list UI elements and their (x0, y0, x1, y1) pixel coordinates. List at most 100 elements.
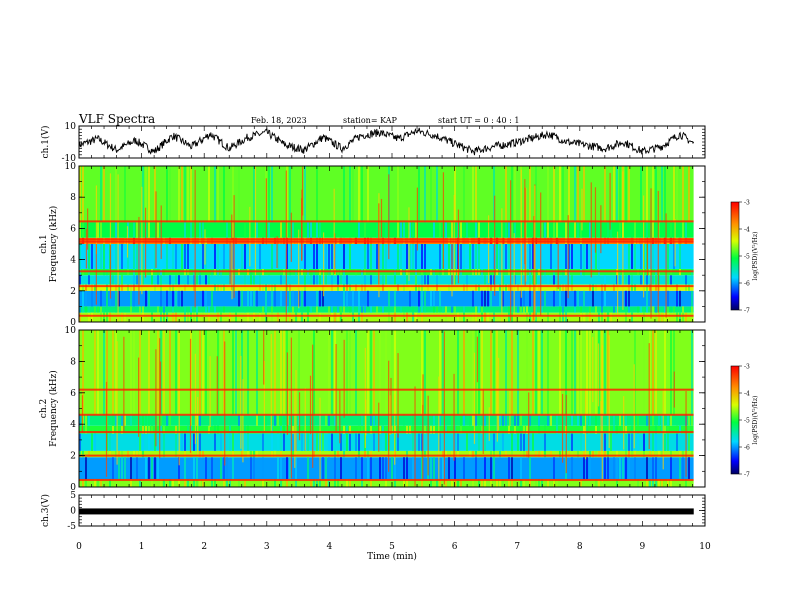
spec2-cell (445, 425, 447, 434)
spec1-cell (133, 275, 135, 285)
spec1-cell (280, 222, 282, 238)
spec2-cell (358, 425, 360, 434)
spec2-cell (286, 479, 288, 487)
spec1-cell (685, 222, 687, 238)
spec2-cell (379, 425, 381, 434)
spec2-cell (454, 479, 456, 487)
spec1-cell (241, 244, 243, 269)
spec1-cell (646, 275, 648, 285)
spec1-cell (88, 275, 90, 285)
spec2-cell (211, 457, 213, 480)
spec1-cell (595, 244, 597, 269)
spec2-cell (670, 450, 672, 458)
spec2-cell (325, 457, 327, 480)
spec1-cell (244, 275, 246, 285)
spec1-cell (670, 222, 672, 238)
spec2-cell (277, 457, 279, 480)
spec1-cell (157, 275, 159, 285)
spec1-cell (544, 290, 546, 307)
spec1-cell (193, 284, 195, 291)
spec1-cell (634, 284, 636, 291)
spec2-cell (295, 450, 297, 458)
spec2-cbar-tick-label: -4 (744, 391, 750, 398)
spec1-cell (331, 306, 333, 313)
spec2-cell (370, 450, 372, 458)
spec2-cell (523, 433, 525, 451)
spec2-cell (160, 425, 162, 434)
spec2-cell (115, 450, 117, 458)
spec2-cell (484, 479, 486, 487)
spec1-cell (316, 244, 318, 269)
spec2-cell (433, 425, 435, 434)
spec2-cell (283, 330, 285, 415)
spec2-cell (502, 433, 504, 451)
spec1-cell (190, 312, 192, 322)
spec1-cell (571, 275, 573, 285)
spec1-cell (361, 312, 363, 322)
spec2-streak (286, 352, 288, 435)
spec1-cell (184, 222, 186, 238)
spec2-cell (658, 450, 660, 458)
spec2-cell (586, 414, 588, 426)
spec1-cell (460, 222, 462, 238)
spec2-streak (290, 337, 292, 479)
spec1-cell (256, 222, 258, 238)
spec2-cell (202, 330, 204, 415)
spec1-cell (277, 244, 279, 269)
spec1-cell (466, 275, 468, 285)
spec2-cell (610, 433, 612, 451)
spec1-cell (106, 312, 108, 322)
spec2-streak (601, 345, 603, 483)
spec2-streak (422, 374, 424, 414)
spec2-cell (199, 414, 201, 426)
spec2-cell (538, 450, 540, 458)
spec2-cell (658, 414, 660, 426)
spec2-cell (145, 425, 147, 434)
spec1-cell (388, 290, 390, 307)
spec2-cell (457, 330, 459, 415)
spec2-cell (652, 457, 654, 480)
spec1-cell (187, 166, 189, 223)
spec1-cell (145, 290, 147, 307)
spec2-cell (370, 330, 372, 415)
spec1-cell (682, 222, 684, 238)
spec2-cell (382, 425, 384, 434)
spec2-cell (280, 330, 282, 415)
spec2-cell (223, 479, 225, 487)
spec1-cell (544, 312, 546, 322)
spec1-cell (667, 244, 669, 269)
x-tick-label: 9 (640, 542, 646, 552)
spec1-cell (454, 244, 456, 269)
spec1-cell (493, 312, 495, 322)
spec2-cell (85, 414, 87, 426)
spec1-cell (664, 306, 666, 313)
spec1-cell (559, 312, 561, 322)
spec2-texture (79, 330, 693, 487)
spec2-cell (256, 414, 258, 426)
x-tick-label: 6 (452, 542, 458, 552)
spec2-cell (472, 414, 474, 426)
spec2-cell (355, 433, 357, 451)
spec2-cell (193, 433, 195, 451)
spec2-cell (163, 479, 165, 487)
spec1-cell (79, 306, 81, 313)
spec1-cell (382, 284, 384, 291)
spec2-cell (238, 414, 240, 426)
spec1-cell (181, 244, 183, 269)
spec1-cell (253, 275, 255, 285)
spec1-cell (679, 312, 681, 322)
spec1-cell (478, 306, 480, 313)
spec2-blank (693, 330, 705, 487)
spec2-cell (337, 414, 339, 426)
spec2-cell (598, 450, 600, 458)
spec1-cell (103, 312, 105, 322)
spec2-cell (544, 450, 546, 458)
spec1-cell (481, 306, 483, 313)
spec1-cell (382, 275, 384, 285)
spec1-cell (160, 312, 162, 322)
spec2-streak (155, 349, 157, 447)
spec1-cell (532, 312, 534, 322)
spec1-cell (364, 222, 366, 238)
spec2-streak (287, 389, 289, 426)
station-label: station= KAP (343, 116, 398, 125)
